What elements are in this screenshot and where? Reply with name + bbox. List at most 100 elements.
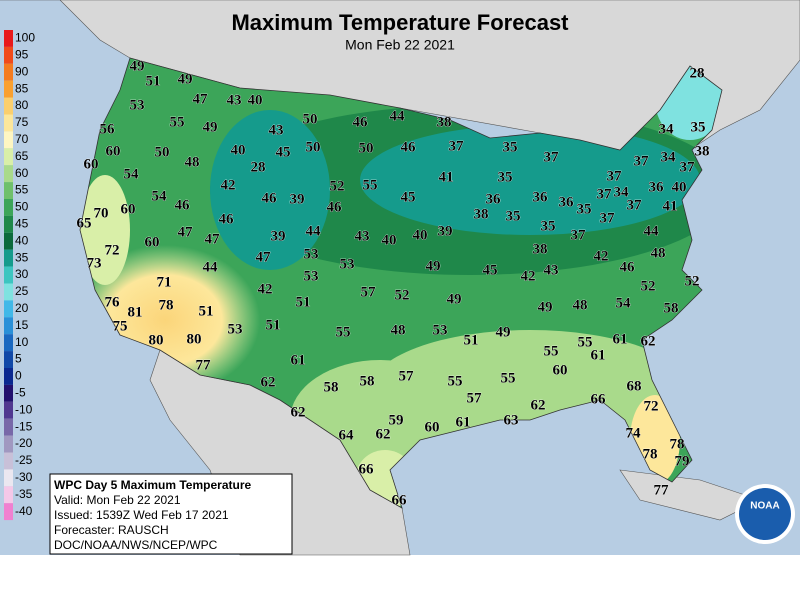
temperature-label: 46 xyxy=(219,211,235,227)
temperature-label: 54 xyxy=(616,295,632,311)
temperature-label: 43 xyxy=(269,122,284,138)
temperature-label: 53 xyxy=(304,246,319,262)
legend-swatch xyxy=(4,283,13,301)
temperature-label: 61 xyxy=(613,331,628,347)
temperature-label: 47 xyxy=(205,231,221,247)
legend-label: 20 xyxy=(15,301,29,315)
temperature-label: 49 xyxy=(538,299,553,315)
temperature-label: 50 xyxy=(155,144,170,160)
temperature-label: 35 xyxy=(498,169,513,185)
temperature-label: 66 xyxy=(591,391,607,407)
temperature-label: 35 xyxy=(691,119,706,135)
legend-swatch xyxy=(4,503,13,521)
temperature-label: 37 xyxy=(680,159,696,175)
temperature-label: 55 xyxy=(501,370,516,386)
temperature-label: 51 xyxy=(266,317,281,333)
temperature-label: 53 xyxy=(228,321,243,337)
temperature-label: 55 xyxy=(448,373,463,389)
legend-swatch xyxy=(4,46,13,64)
temperature-label: 62 xyxy=(531,397,546,413)
temperature-label: 35 xyxy=(506,208,521,224)
legend: 1009590858075706560555045403530252015105… xyxy=(4,30,35,521)
info-line: WPC Day 5 Maximum Temperature xyxy=(54,478,251,492)
legend-swatch xyxy=(4,300,13,318)
legend-swatch xyxy=(4,114,13,132)
temperature-label: 74 xyxy=(626,425,642,441)
temperature-label: 52 xyxy=(641,278,656,294)
temperature-label: 72 xyxy=(105,242,120,258)
temperature-label: 54 xyxy=(152,188,168,204)
temperature-label: 53 xyxy=(130,97,145,113)
temperature-label: 50 xyxy=(303,111,318,127)
temperature-label: 60 xyxy=(553,362,568,378)
temperature-label: 79 xyxy=(675,453,690,469)
temperature-label: 37 xyxy=(634,153,650,169)
temperature-label: 49 xyxy=(203,119,218,135)
field-band xyxy=(80,175,130,285)
temperature-label: 59 xyxy=(389,412,404,428)
legend-label: 50 xyxy=(15,200,29,214)
temperature-label: 61 xyxy=(591,347,606,363)
temperature-label: 35 xyxy=(541,218,556,234)
temperature-label: 35 xyxy=(577,201,592,217)
legend-swatch xyxy=(4,384,13,402)
temperature-label: 38 xyxy=(695,143,710,159)
legend-swatch xyxy=(4,63,13,81)
temperature-label: 57 xyxy=(361,284,377,300)
legend-label: 95 xyxy=(15,48,29,62)
temperature-label: 58 xyxy=(664,300,679,316)
legend-label: 70 xyxy=(15,132,29,146)
legend-swatch xyxy=(4,215,13,233)
legend-label: -25 xyxy=(15,453,33,467)
temperature-label: 42 xyxy=(521,268,536,284)
temperature-label: 45 xyxy=(401,189,416,205)
legend-label: -5 xyxy=(15,386,26,400)
temperature-label: 51 xyxy=(296,294,311,310)
legend-label: 35 xyxy=(15,250,29,264)
temperature-label: 48 xyxy=(651,245,666,261)
temperature-label: 53 xyxy=(304,268,319,284)
legend-swatch xyxy=(4,199,13,216)
temperature-label: 40 xyxy=(231,142,246,158)
temperature-label: 46 xyxy=(401,139,417,155)
temperature-label: 43 xyxy=(544,262,559,278)
legend-swatch xyxy=(4,486,13,504)
legend-swatch xyxy=(4,452,13,470)
temperature-label: 44 xyxy=(644,223,660,239)
temperature-label: 48 xyxy=(573,297,588,313)
temperature-label: 48 xyxy=(185,154,200,170)
temperature-label: 43 xyxy=(355,228,370,244)
legend-label: -35 xyxy=(15,487,33,501)
temperature-label: 37 xyxy=(627,197,643,213)
temperature-label: 58 xyxy=(360,373,375,389)
temperature-label: 70 xyxy=(94,205,109,221)
temperature-label: 37 xyxy=(597,186,613,202)
temperature-label: 46 xyxy=(327,199,343,215)
temperature-label: 65 xyxy=(77,215,92,231)
info-box xyxy=(49,473,293,555)
temperature-label: 38 xyxy=(437,114,452,130)
legend-label: 80 xyxy=(15,98,29,112)
temperature-label: 55 xyxy=(336,324,351,340)
temperature-label: 38 xyxy=(474,206,489,222)
legend-swatch xyxy=(4,266,13,284)
legend-label: 65 xyxy=(15,149,29,163)
temperature-label: 36 xyxy=(559,194,575,210)
temperature-label: 46 xyxy=(175,197,191,213)
temperature-label: 37 xyxy=(607,168,623,184)
temperature-label: 52 xyxy=(330,178,345,194)
info-line: DOC/NOAA/NWS/NCEP/WPC xyxy=(54,538,218,552)
temperature-label: 37 xyxy=(571,227,587,243)
temperature-label: 39 xyxy=(290,191,305,207)
map-title: Maximum Temperature Forecast xyxy=(231,10,569,35)
legend-label: 45 xyxy=(15,217,29,231)
temperature-label: 62 xyxy=(641,333,656,349)
temperature-label: 53 xyxy=(340,256,355,272)
temperature-label: 28 xyxy=(690,65,705,81)
temperature-label: 60 xyxy=(121,201,136,217)
temperature-label: 37 xyxy=(600,210,616,226)
legend-label: 15 xyxy=(15,318,29,332)
temperature-label: 61 xyxy=(291,352,306,368)
temperature-label: 34 xyxy=(614,184,630,200)
legend-label: -15 xyxy=(15,419,33,433)
